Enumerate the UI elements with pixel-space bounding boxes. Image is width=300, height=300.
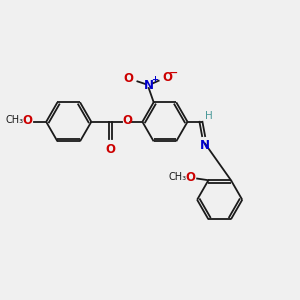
Text: −: −	[169, 68, 178, 78]
Text: +: +	[151, 75, 158, 84]
Text: N: N	[144, 79, 154, 92]
Text: O: O	[162, 71, 172, 84]
Text: H: H	[205, 111, 212, 121]
Text: O: O	[122, 114, 133, 127]
Text: O: O	[105, 143, 115, 156]
Text: N: N	[200, 140, 210, 152]
Text: CH₃: CH₃	[6, 116, 24, 125]
Text: O: O	[185, 171, 195, 184]
Text: CH₃: CH₃	[169, 172, 187, 182]
Text: O: O	[123, 71, 134, 85]
Text: O: O	[22, 114, 32, 127]
